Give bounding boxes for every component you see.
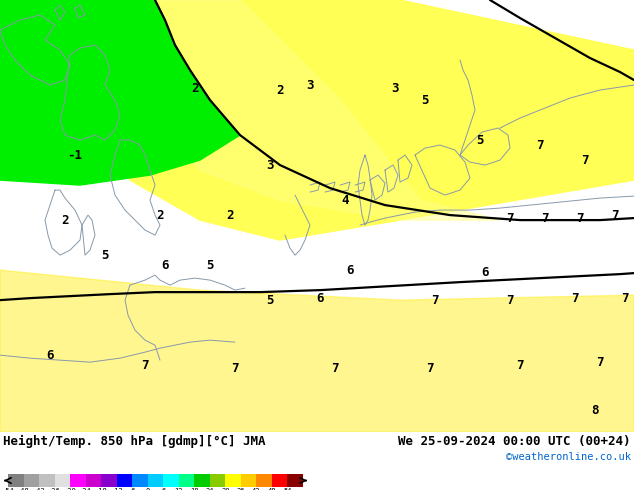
Bar [210, 474, 225, 487]
Text: 7: 7 [541, 212, 549, 224]
Bar [86, 474, 101, 487]
Text: Height/Temp. 850 hPa [gdmp][°C] JMA: Height/Temp. 850 hPa [gdmp][°C] JMA [3, 435, 266, 448]
Text: 7: 7 [331, 362, 339, 375]
Text: 8: 8 [592, 404, 598, 416]
Bar [256, 474, 272, 487]
Bar [272, 474, 287, 487]
Bar [241, 474, 256, 487]
Text: 7: 7 [576, 212, 584, 224]
Text: 12: 12 [174, 488, 183, 490]
Text: 7: 7 [426, 362, 434, 375]
Bar [39, 474, 55, 487]
Bar [179, 474, 194, 487]
Text: 7: 7 [581, 153, 589, 167]
Text: -36: -36 [48, 488, 61, 490]
Text: 24: 24 [205, 488, 214, 490]
Text: 4: 4 [341, 194, 349, 207]
Text: 7: 7 [507, 212, 514, 224]
Bar [194, 474, 210, 487]
Bar [225, 474, 241, 487]
Bar [117, 474, 133, 487]
Text: -12: -12 [110, 488, 123, 490]
Text: 7: 7 [621, 292, 629, 305]
Text: -1: -1 [67, 148, 82, 162]
Text: 6: 6 [481, 266, 489, 279]
Text: We 25-09-2024 00:00 UTC (00+24): We 25-09-2024 00:00 UTC (00+24) [399, 435, 631, 448]
Text: -6: -6 [128, 488, 136, 490]
Text: 5: 5 [266, 294, 274, 307]
Polygon shape [0, 270, 634, 432]
Text: 7: 7 [507, 294, 514, 307]
Text: 5: 5 [206, 259, 214, 271]
Text: -48: -48 [17, 488, 30, 490]
Text: -30: -30 [64, 488, 77, 490]
Text: 2: 2 [156, 209, 164, 221]
Polygon shape [0, 0, 240, 185]
Bar [8, 474, 23, 487]
Text: 42: 42 [252, 488, 261, 490]
Bar [148, 474, 164, 487]
Polygon shape [155, 0, 500, 220]
Text: -54: -54 [2, 488, 15, 490]
Text: ©weatheronline.co.uk: ©weatheronline.co.uk [506, 452, 631, 462]
Text: 30: 30 [221, 488, 230, 490]
Bar [23, 474, 39, 487]
Text: 2: 2 [191, 81, 198, 95]
Text: -42: -42 [33, 488, 46, 490]
Polygon shape [100, 0, 634, 240]
Text: 3: 3 [306, 78, 314, 92]
Text: 48: 48 [268, 488, 276, 490]
Text: 5: 5 [421, 94, 429, 106]
Text: 6: 6 [316, 292, 324, 305]
Bar [164, 474, 179, 487]
Text: 2: 2 [276, 83, 284, 97]
Text: 7: 7 [516, 359, 524, 371]
Text: 3: 3 [391, 81, 399, 95]
Text: 5: 5 [101, 248, 109, 262]
Text: 7: 7 [141, 359, 149, 371]
Text: -24: -24 [79, 488, 92, 490]
Text: 7: 7 [431, 294, 439, 307]
Text: 6: 6 [46, 349, 54, 362]
Text: 6: 6 [161, 259, 169, 271]
Text: 18: 18 [190, 488, 198, 490]
Text: 36: 36 [236, 488, 245, 490]
Bar [133, 474, 148, 487]
Text: 7: 7 [611, 209, 619, 221]
Text: 6: 6 [346, 264, 354, 277]
Text: -18: -18 [94, 488, 108, 490]
Text: 7: 7 [571, 292, 579, 305]
Text: 2: 2 [226, 209, 234, 221]
Text: 7: 7 [231, 362, 239, 375]
Text: 6: 6 [161, 488, 165, 490]
Bar [101, 474, 117, 487]
Text: 5: 5 [476, 134, 484, 147]
Text: 7: 7 [596, 356, 604, 368]
Bar [55, 474, 70, 487]
Text: 2: 2 [61, 214, 68, 226]
Text: 0: 0 [146, 488, 150, 490]
Text: 54: 54 [283, 488, 292, 490]
Text: 3: 3 [266, 159, 274, 171]
Bar [70, 474, 86, 487]
Text: 7: 7 [536, 139, 544, 151]
Bar [287, 474, 303, 487]
